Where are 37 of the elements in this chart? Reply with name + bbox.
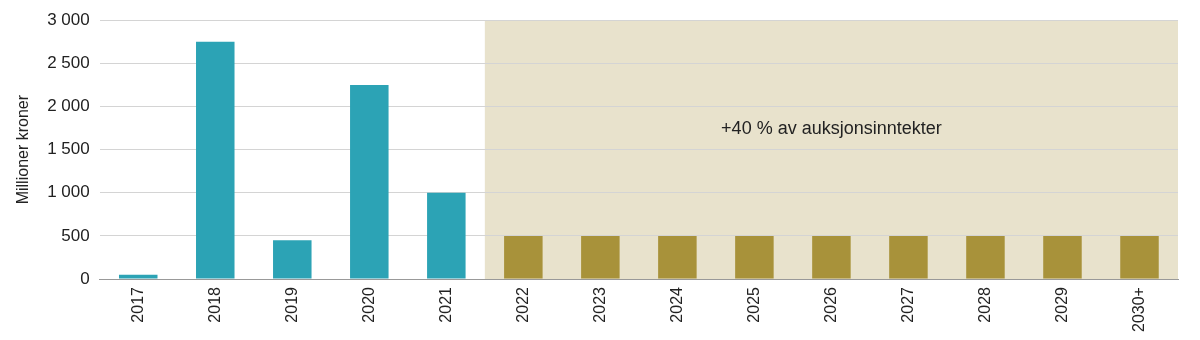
y-tick-label: 0 [80,268,90,288]
x-tick-label: 2030+ [1129,287,1147,332]
bar [735,235,774,279]
x-tick-label: 2029 [1052,286,1070,323]
bar [1043,235,1082,279]
bar [350,84,389,279]
x-tick-label: 2019 [282,286,300,323]
y-axis-title: Millioner kroner [14,94,32,205]
x-tick-label: 2024 [667,286,685,323]
y-tick-label: 2 500 [47,53,90,73]
bar [427,192,466,279]
bar [889,235,928,279]
y-tick-label: 500 [61,225,90,245]
x-tick-label: 2028 [975,286,993,323]
x-tick-label: 2020 [359,286,377,323]
x-tick-label: 2022 [513,286,531,323]
bar [196,41,235,279]
x-tick-label: 2017 [128,286,146,323]
y-tick-label: 3 000 [47,9,90,29]
x-tick-label: 2023 [590,286,608,323]
band-label: +40 % av auksjonsinntekter [721,117,942,138]
x-tick-label: 2025 [744,286,762,323]
bar [504,235,543,279]
y-tick-label: 1 000 [47,182,90,202]
y-tick-label: 2 000 [47,96,90,116]
bar [812,235,851,279]
x-tick-label: 2018 [205,286,223,323]
bar [119,274,158,279]
bar [1120,235,1159,279]
bar [273,240,312,279]
x-tick-label: 2026 [821,286,839,323]
bar [658,235,697,279]
x-tick-label: 2027 [898,286,916,323]
x-tick-label: 2021 [436,286,454,323]
bar [581,235,620,279]
y-tick-label: 1 500 [47,139,90,159]
bar [966,235,1005,279]
